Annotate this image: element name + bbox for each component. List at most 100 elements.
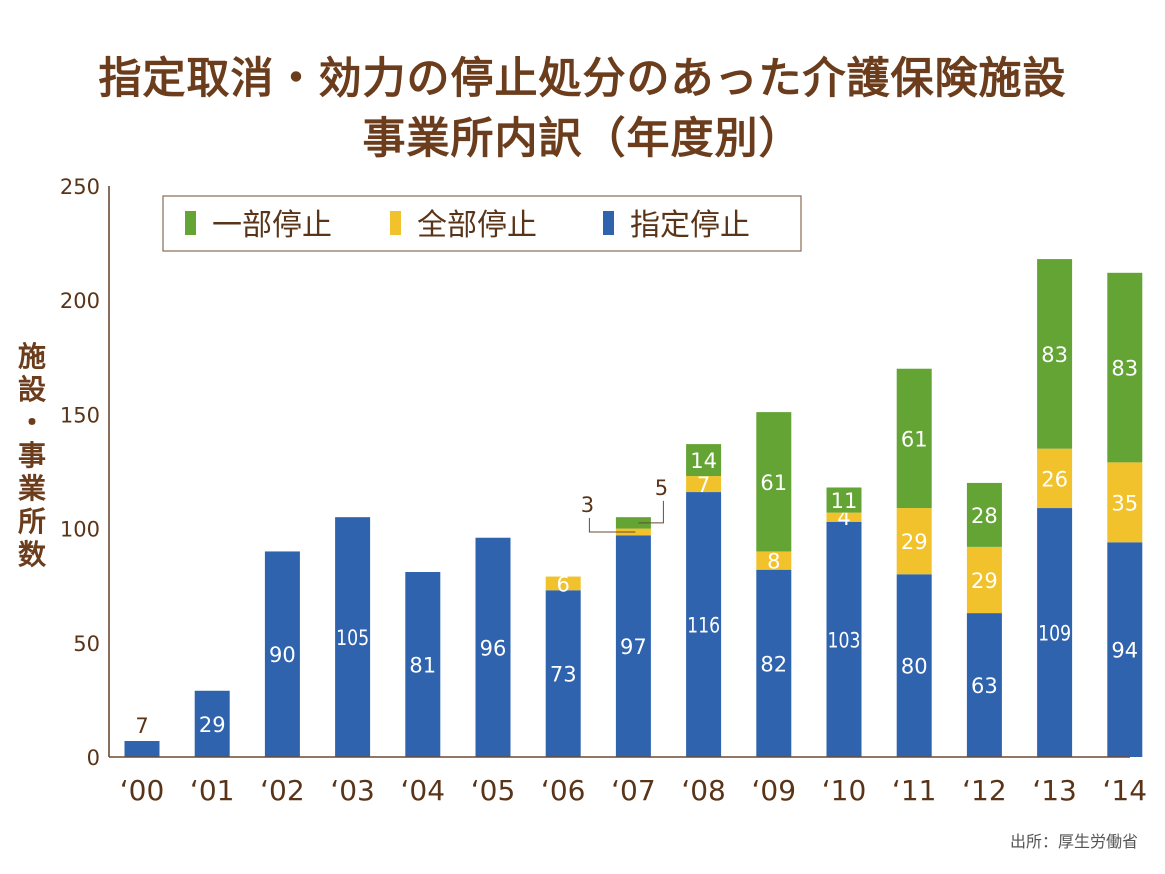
axes	[108, 186, 1130, 758]
chart-title-line-2: 事業所内訳（年度別）	[362, 114, 803, 164]
bar-value-label: 73	[550, 663, 577, 687]
bar-segment	[1107, 462, 1143, 543]
bar-segment	[756, 569, 792, 757]
bar-segment	[686, 492, 722, 757]
bar-value-label: 29	[901, 530, 928, 554]
y-axis-label-char: 数	[17, 538, 46, 571]
bar-value-label: 103	[828, 628, 861, 652]
bar-segment	[966, 546, 1002, 614]
y-tick-label: 150	[60, 403, 100, 427]
bar-value-label: 81	[409, 653, 436, 677]
legend: 一部停止 全部停止 指定停止	[162, 195, 802, 252]
bar-stack: 90	[264, 551, 300, 757]
bar-value-label: 14	[690, 449, 717, 473]
y-axis-label-char: 事	[17, 439, 46, 472]
legend-box	[162, 195, 802, 252]
bar-stack: 105	[335, 517, 371, 757]
x-tick-label: ‘01	[190, 774, 235, 807]
bar-segment	[896, 368, 932, 509]
bar-stack: 63 29 28	[966, 482, 1002, 757]
x-tick-label: ‘04	[401, 774, 446, 807]
legend-swatch	[185, 211, 196, 235]
bar-segment	[1037, 259, 1073, 449]
bar-value-label: 28	[971, 504, 998, 528]
bar-value-label: 96	[480, 636, 507, 660]
bar-stack: 82 8 61	[756, 412, 792, 757]
bar-segment	[826, 487, 862, 513]
bar-segment	[1037, 448, 1073, 509]
x-tick-label: ‘07	[611, 774, 656, 807]
bar-value-label: 90	[269, 643, 296, 667]
bar-stack: 73 6	[545, 572, 581, 757]
x-tick-label: ‘12	[962, 774, 1007, 807]
bar-value-label: 63	[971, 674, 998, 698]
bar-value-label: 97	[620, 635, 647, 659]
callout-label: 5	[655, 476, 668, 500]
bar-value-label: 61	[901, 427, 928, 451]
bar-value-label: 8	[767, 550, 780, 574]
bar-value-label: 105	[336, 626, 369, 650]
bar-segment	[686, 444, 722, 477]
x-tick-label: ‘05	[471, 774, 516, 807]
bar-value-label: 7	[697, 473, 710, 497]
bar-stack: 81	[405, 571, 441, 757]
bar-segment	[756, 412, 792, 552]
bar-value-label: 11	[831, 489, 858, 513]
bar-value-label: 109	[1038, 622, 1071, 646]
bar-stack: 29	[194, 690, 230, 757]
callout-line	[638, 500, 664, 524]
bar-value-label: 80	[901, 655, 928, 679]
bar-segment	[264, 551, 300, 757]
bar-segment	[826, 512, 862, 522]
bar-value-label: 83	[1041, 343, 1068, 367]
bar-segment	[615, 517, 651, 529]
x-axis-ticks: ‘00 ‘01 ‘02 ‘03 ‘04 ‘05 ‘06 ‘07 ‘08 ‘09 ‘10 ‘11 ‘12 ‘…	[120, 774, 1147, 807]
legend-label: 全部停止	[417, 208, 537, 243]
bar-segment	[475, 537, 511, 757]
bar-segment	[1107, 272, 1143, 463]
source-note: 出所：厚生労働省	[1009, 832, 1138, 851]
bar-value-label: 61	[760, 471, 787, 495]
x-tick-label: ‘10	[822, 774, 867, 807]
bar-value-label: 94	[1111, 639, 1138, 663]
legend-label: 指定停止	[630, 208, 750, 243]
bar-value-label: 29	[199, 713, 226, 737]
y-tick-label: 250	[60, 175, 100, 199]
bar-segment	[756, 551, 792, 570]
bar-value-label: 83	[1111, 357, 1138, 381]
bar-value-label: 35	[1111, 491, 1138, 515]
bar-segment	[966, 482, 1002, 547]
x-tick-label: ‘13	[1032, 774, 1077, 807]
y-axis-label-char: 所	[17, 505, 46, 538]
bar-stack: 116 714	[686, 444, 722, 757]
y-axis-ticks: 0 50 100 150 200 250	[60, 175, 100, 770]
bar-segment	[545, 590, 581, 757]
bar-segment	[405, 571, 441, 757]
legend-label: 一部停止	[212, 208, 332, 243]
bar-segment	[686, 476, 722, 493]
bar-value-label: 6	[557, 572, 570, 596]
y-axis-label-char: 設	[17, 373, 46, 406]
x-tick-label: ‘00	[120, 774, 165, 807]
bar-segment	[1037, 508, 1073, 757]
bar-segment	[896, 574, 932, 757]
bar-segment	[966, 613, 1002, 757]
bar-segment	[896, 508, 932, 575]
legend-swatch	[390, 211, 401, 235]
y-tick-label: 50	[73, 632, 100, 656]
bar-segment	[545, 576, 581, 591]
y-tick-label: 0	[87, 746, 100, 770]
x-tick-label: ‘08	[681, 774, 726, 807]
x-tick-label: ‘03	[330, 774, 375, 807]
bar-value-label: 29	[971, 569, 998, 593]
y-tick-label: 200	[60, 289, 100, 313]
bar-segment	[335, 517, 371, 757]
x-tick-label: ‘11	[892, 774, 937, 807]
x-tick-label: ‘14	[1103, 774, 1148, 807]
bar-value-label: 7	[135, 714, 148, 738]
x-tick-label: ‘02	[260, 774, 305, 807]
bar-value-label: 26	[1041, 467, 1068, 491]
